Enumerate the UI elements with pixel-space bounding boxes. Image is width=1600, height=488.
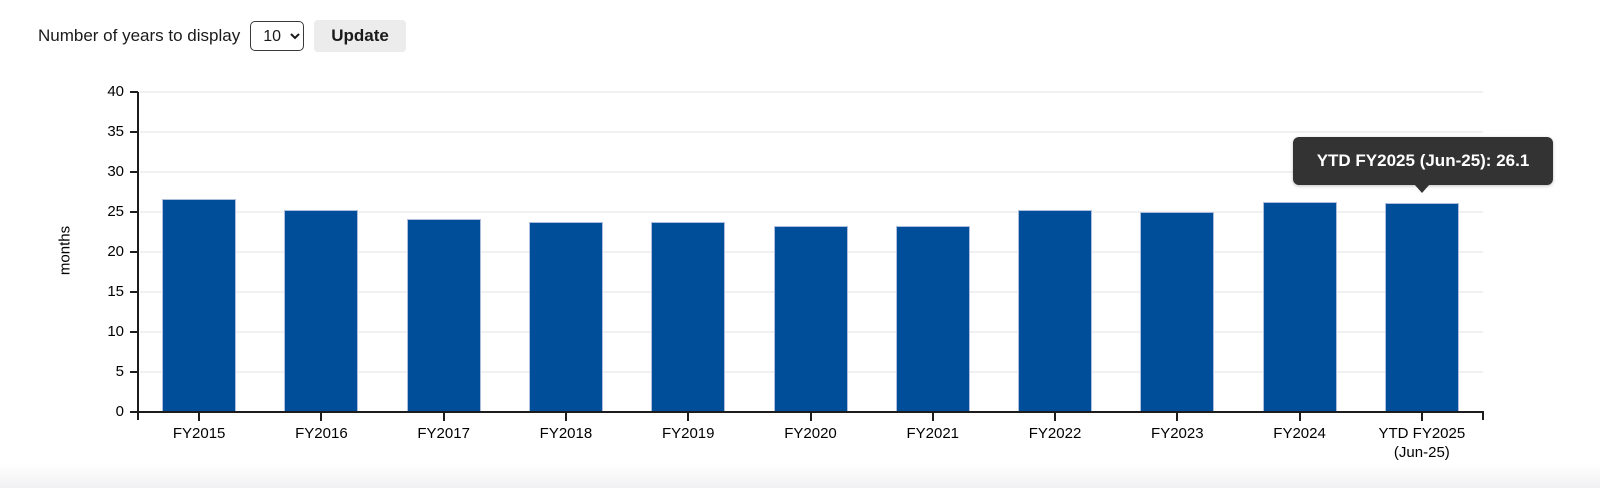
bar-tooltip-arrow: [1414, 184, 1430, 193]
x-tick-label-9: FY2024: [1273, 425, 1326, 442]
bar-FY2016[interactable]: [284, 210, 359, 411]
x-tick-label-1: FY2016: [295, 425, 348, 442]
x-tick-10: [1420, 413, 1423, 421]
bar-FY2024[interactable]: [1262, 202, 1337, 411]
y-tick-label-25: 25: [107, 203, 124, 220]
panel-bottom-edge: [0, 464, 1600, 488]
bar-FY2021[interactable]: [895, 226, 970, 411]
y-tick-15: [130, 291, 138, 293]
x-tick-label-6: FY2021: [906, 425, 960, 442]
y-tick-20: [130, 251, 138, 253]
x-tick-0: [198, 413, 201, 421]
y-axis-line: [137, 92, 139, 420]
x-tick-9: [1298, 413, 1301, 421]
y-tick-label-15: 15: [107, 283, 124, 300]
bar-FY2015[interactable]: [162, 199, 237, 411]
years-select[interactable]: 10: [250, 21, 305, 51]
chart-controls: Number of years to display 10 Update: [38, 20, 406, 52]
y-tick-label-20: 20: [107, 243, 124, 260]
bar-FY2023[interactable]: [1140, 212, 1215, 411]
y-tick-10: [130, 331, 138, 333]
x-tick-4: [687, 413, 690, 421]
gridline-30: [140, 171, 1483, 173]
bar-FY2018[interactable]: [528, 222, 603, 411]
bar-YTD-FY2025[interactable]: [1384, 203, 1459, 411]
gridline-25: [140, 211, 1483, 213]
x-tick-label-8: FY2023: [1151, 425, 1204, 442]
y-tick-30: [130, 171, 138, 173]
x-tick-label-0: FY2015: [172, 425, 226, 442]
y-tick-35: [130, 131, 138, 133]
y-axis-title: months: [56, 225, 74, 276]
years-to-display-label: Number of years to display: [38, 26, 241, 45]
x-tick-label-7: FY2022: [1028, 425, 1082, 442]
x-tick-1: [320, 413, 323, 421]
gridline-35: [140, 131, 1483, 133]
y-tick-label-35: 35: [107, 123, 124, 140]
x-tick-5: [809, 413, 812, 421]
x-tick-label-5: FY2020: [784, 425, 837, 442]
y-tick-label-30: 30: [107, 163, 124, 180]
bar-tooltip: YTD FY2025 (Jun-25): 26.1: [1293, 137, 1553, 185]
x-tick-label-4: FY2019: [661, 425, 715, 442]
x-axis-end-tick: [1482, 412, 1484, 420]
x-tick-7: [1054, 413, 1057, 421]
bar-FY2019[interactable]: [651, 222, 726, 411]
y-tick-label-5: 5: [115, 363, 124, 380]
x-tick-8: [1176, 413, 1179, 421]
y-tick-40: [130, 91, 138, 93]
y-tick-label-40: 40: [107, 83, 124, 100]
x-tick-2: [442, 413, 445, 421]
bar-FY2020[interactable]: [773, 226, 848, 411]
y-tick-label-10: 10: [107, 323, 124, 340]
x-tick-6: [931, 413, 934, 421]
x-tick-3: [564, 413, 567, 421]
bar-FY2022[interactable]: [1018, 210, 1093, 411]
y-tick-25: [130, 211, 138, 213]
update-button[interactable]: Update: [314, 20, 406, 52]
y-tick-5: [130, 371, 138, 373]
x-tick-label-10: YTD FY2025 (Jun-25): [1378, 425, 1466, 461]
y-tick-0: [130, 411, 138, 413]
y-tick-label-0: 0: [115, 403, 124, 420]
gridline-40: [140, 91, 1483, 93]
bar-FY2017[interactable]: [406, 219, 481, 411]
x-tick-label-3: FY2018: [539, 425, 593, 442]
x-axis-line: [137, 411, 1484, 413]
x-tick-label-2: FY2017: [417, 425, 470, 442]
